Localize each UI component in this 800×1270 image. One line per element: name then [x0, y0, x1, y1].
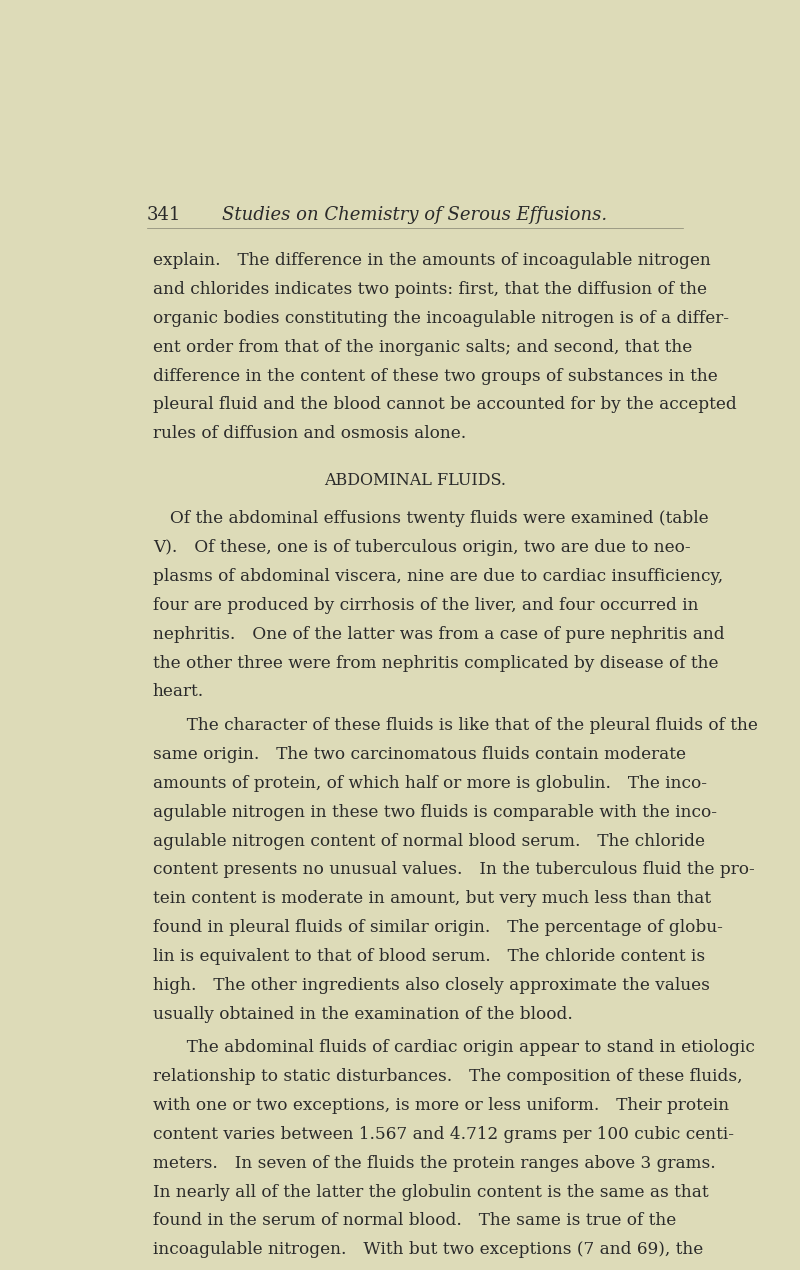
- Text: content varies between 1.567 and 4.712 grams per 100 cubic centi-: content varies between 1.567 and 4.712 g…: [153, 1126, 734, 1143]
- Text: found in the serum of normal blood. The same is true of the: found in the serum of normal blood. The …: [153, 1213, 676, 1229]
- Text: Studies on Chemistry of Serous Effusions.: Studies on Chemistry of Serous Effusions…: [222, 206, 607, 225]
- Text: relationship to static disturbances. The composition of these fluids,: relationship to static disturbances. The…: [153, 1068, 742, 1085]
- Text: The character of these fluids is like that of the pleural fluids of the: The character of these fluids is like th…: [153, 718, 758, 734]
- Text: ABDOMINAL FLUIDS.: ABDOMINAL FLUIDS.: [324, 471, 506, 489]
- Text: usually obtained in the examination of the blood.: usually obtained in the examination of t…: [153, 1006, 573, 1022]
- Text: agulable nitrogen in these two fluids is comparable with the inco-: agulable nitrogen in these two fluids is…: [153, 804, 717, 820]
- Text: explain. The difference in the amounts of incoagulable nitrogen: explain. The difference in the amounts o…: [153, 253, 710, 269]
- Text: meters. In seven of the fluids the protein ranges above 3 grams.: meters. In seven of the fluids the prote…: [153, 1154, 715, 1172]
- Text: pleural fluid and the blood cannot be accounted for by the accepted: pleural fluid and the blood cannot be ac…: [153, 396, 737, 414]
- Text: the other three were from nephritis complicated by disease of the: the other three were from nephritis comp…: [153, 654, 718, 672]
- Text: The abdominal fluids of cardiac origin appear to stand in etiologic: The abdominal fluids of cardiac origin a…: [153, 1039, 754, 1057]
- Text: nephritis. One of the latter was from a case of pure nephritis and: nephritis. One of the latter was from a …: [153, 626, 724, 643]
- Text: found in pleural fluids of similar origin. The percentage of globu-: found in pleural fluids of similar origi…: [153, 919, 722, 936]
- Text: four are produced by cirrhosis of the liver, and four occurred in: four are produced by cirrhosis of the li…: [153, 597, 698, 613]
- Text: content presents no unusual values. In the tuberculous fluid the pro-: content presents no unusual values. In t…: [153, 861, 754, 879]
- Text: Of the abdominal effusions twenty fluids were examined (table: Of the abdominal effusions twenty fluids…: [153, 511, 708, 527]
- Text: with one or two exceptions, is more or less uniform. Their protein: with one or two exceptions, is more or l…: [153, 1097, 729, 1114]
- Text: ent order from that of the inorganic salts; and second, that the: ent order from that of the inorganic sal…: [153, 339, 692, 356]
- Text: plasms of abdominal viscera, nine are due to cardiac insufficiency,: plasms of abdominal viscera, nine are du…: [153, 568, 723, 585]
- Text: tein content is moderate in amount, but very much less than that: tein content is moderate in amount, but …: [153, 890, 711, 907]
- Text: 341: 341: [146, 206, 181, 225]
- Text: incoagulable nitrogen. With but two exceptions (7 and 69), the: incoagulable nitrogen. With but two exce…: [153, 1241, 703, 1259]
- Text: V). Of these, one is of tuberculous origin, two are due to neo-: V). Of these, one is of tuberculous orig…: [153, 540, 690, 556]
- Text: heart.: heart.: [153, 683, 204, 700]
- Text: lin is equivalent to that of blood serum. The chloride content is: lin is equivalent to that of blood serum…: [153, 947, 705, 965]
- Text: organic bodies constituting the incoagulable nitrogen is of a differ-: organic bodies constituting the incoagul…: [153, 310, 729, 326]
- Text: high. The other ingredients also closely approximate the values: high. The other ingredients also closely…: [153, 977, 710, 993]
- Text: agulable nitrogen content of normal blood serum. The chloride: agulable nitrogen content of normal bloo…: [153, 833, 705, 850]
- Text: difference in the content of these two groups of substances in the: difference in the content of these two g…: [153, 367, 718, 385]
- Text: In nearly all of the latter the globulin content is the same as that: In nearly all of the latter the globulin…: [153, 1184, 708, 1200]
- Text: and chlorides indicates two points: first, that the diffusion of the: and chlorides indicates two points: firs…: [153, 281, 706, 298]
- Text: amounts of protein, of which half or more is globulin. The inco-: amounts of protein, of which half or mor…: [153, 775, 706, 791]
- Text: same origin. The two carcinomatous fluids contain moderate: same origin. The two carcinomatous fluid…: [153, 745, 686, 763]
- Text: rules of diffusion and osmosis alone.: rules of diffusion and osmosis alone.: [153, 425, 466, 442]
